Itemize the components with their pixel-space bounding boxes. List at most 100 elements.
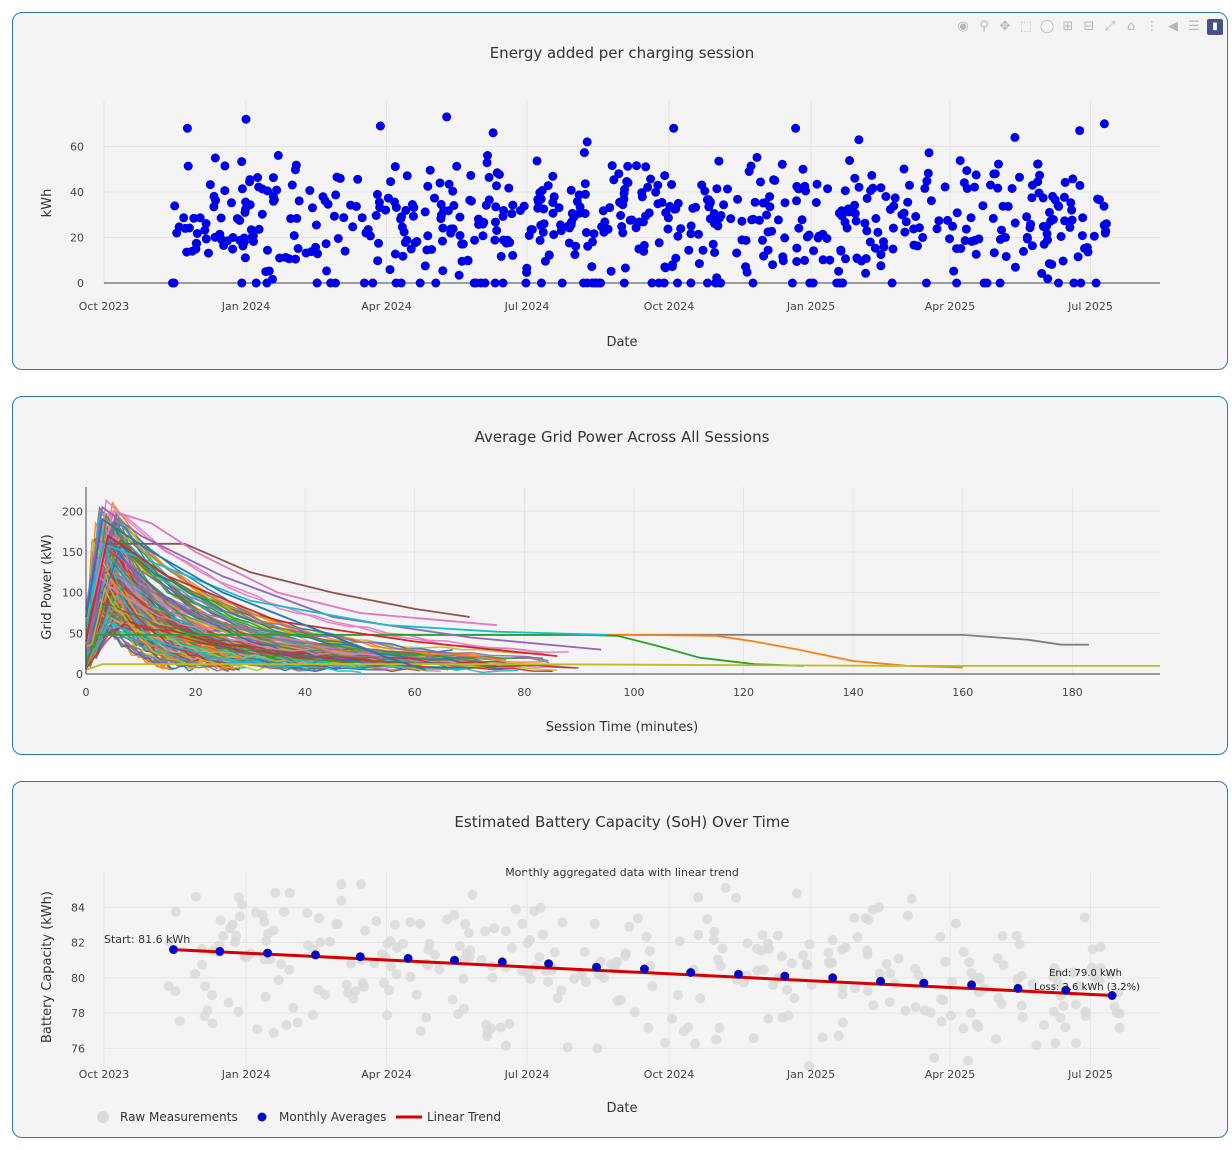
- data-point: [834, 266, 844, 276]
- raw-point: [543, 976, 554, 987]
- reset-axes-icon[interactable]: ⌂: [1126, 19, 1136, 34]
- data-point: [1010, 132, 1020, 142]
- data-point: [669, 123, 679, 133]
- raw-point: [576, 969, 587, 980]
- data-point: [765, 202, 775, 212]
- data-point: [1022, 212, 1032, 222]
- data-point: [809, 246, 819, 256]
- data-point: [246, 225, 256, 235]
- data-point: [979, 278, 989, 288]
- raw-point: [592, 1043, 603, 1054]
- hover-closest-icon[interactable]: ◀: [1168, 19, 1178, 34]
- raw-point: [460, 919, 471, 930]
- session-line: [85, 542, 607, 636]
- raw-point: [910, 1002, 921, 1013]
- spike-lines-icon[interactable]: ⋮: [1145, 19, 1159, 34]
- hover-compare-icon[interactable]: ☰: [1188, 19, 1200, 34]
- data-point: [932, 224, 942, 234]
- legend-raw-marker: [97, 1111, 109, 1123]
- x-axis-label: Date: [606, 335, 637, 350]
- data-point: [684, 245, 694, 255]
- data-point: [572, 197, 582, 206]
- data-point: [481, 200, 491, 210]
- data-point: [1043, 235, 1052, 245]
- raw-point: [996, 998, 1007, 1009]
- raw-point: [273, 975, 284, 986]
- raw-point: [900, 1005, 911, 1016]
- raw-point: [717, 943, 728, 954]
- raw-point: [913, 970, 924, 981]
- data-point: [879, 242, 889, 252]
- data-point: [952, 244, 962, 254]
- box-select-icon[interactable]: ⬚: [1019, 19, 1033, 34]
- data-point: [422, 245, 432, 255]
- monthly-average-point: [967, 980, 977, 990]
- y-axis-label: kWh: [40, 189, 55, 218]
- raw-point: [1055, 1012, 1066, 1023]
- data-point: [943, 215, 953, 225]
- data-point: [420, 261, 430, 271]
- data-point: [331, 278, 340, 288]
- data-point: [837, 211, 847, 221]
- camera-icon[interactable]: ◉: [957, 19, 969, 34]
- raw-point: [411, 989, 422, 1000]
- data-point: [993, 183, 1003, 193]
- session-line: [85, 513, 332, 655]
- legend-item-trend[interactable]: Linear Trend: [396, 1110, 501, 1124]
- data-point: [852, 254, 862, 264]
- data-point: [1027, 193, 1037, 203]
- x-axis-label: Session Time (minutes): [546, 720, 698, 735]
- raw-point: [690, 1038, 701, 1049]
- raw-point: [580, 977, 591, 988]
- raw-point: [504, 1018, 515, 1029]
- data-point: [921, 278, 931, 288]
- data-point: [253, 173, 263, 182]
- autoscale-icon[interactable]: ⤢: [1104, 19, 1116, 34]
- data-point: [570, 250, 580, 260]
- monthly-average-point: [497, 957, 507, 967]
- data-point: [802, 232, 812, 242]
- raw-point: [500, 1040, 511, 1051]
- data-point: [580, 189, 590, 199]
- legend-item-raw[interactable]: Raw Measurements: [97, 1110, 238, 1124]
- raw-point: [235, 911, 245, 922]
- raw-point: [695, 993, 706, 1004]
- data-point: [1043, 274, 1053, 284]
- x-tick-label: Jul 2024: [504, 300, 550, 313]
- pan-icon[interactable]: ✥: [999, 19, 1011, 34]
- data-point: [870, 243, 880, 253]
- data-point: [241, 114, 251, 124]
- data-point: [469, 278, 479, 288]
- zoom-in-icon[interactable]: ⊞: [1062, 19, 1074, 34]
- raw-point: [823, 947, 834, 958]
- lasso-icon[interactable]: ◯: [1039, 19, 1055, 34]
- data-point: [653, 180, 663, 190]
- data-point: [756, 177, 765, 187]
- zoom-out-icon[interactable]: ⊟: [1083, 19, 1095, 34]
- raw-point: [791, 888, 802, 899]
- raw-point: [874, 968, 885, 979]
- legend-item-monthly[interactable]: Monthly Averages: [257, 1110, 386, 1124]
- data-point: [637, 188, 647, 198]
- data-point: [600, 217, 610, 227]
- raw-point: [423, 944, 434, 955]
- zoom-icon[interactable]: ⚲: [979, 19, 989, 34]
- data-point: [962, 166, 972, 176]
- data-point: [452, 161, 462, 171]
- data-point: [709, 209, 719, 218]
- data-point: [697, 180, 707, 190]
- data-point: [463, 255, 473, 265]
- data-point: [887, 278, 897, 288]
- data-point: [508, 200, 518, 210]
- raw-point: [1109, 1001, 1120, 1012]
- data-point: [970, 235, 980, 245]
- data-point: [1059, 192, 1069, 202]
- x-tick-label: Oct 2024: [644, 300, 695, 313]
- raw-point: [315, 937, 326, 948]
- data-point: [714, 156, 724, 166]
- data-point: [861, 268, 871, 278]
- raw-point: [240, 952, 251, 963]
- plotly-logo-icon[interactable]: ▮: [1207, 19, 1223, 35]
- data-point: [532, 156, 542, 166]
- raw-point: [966, 967, 977, 978]
